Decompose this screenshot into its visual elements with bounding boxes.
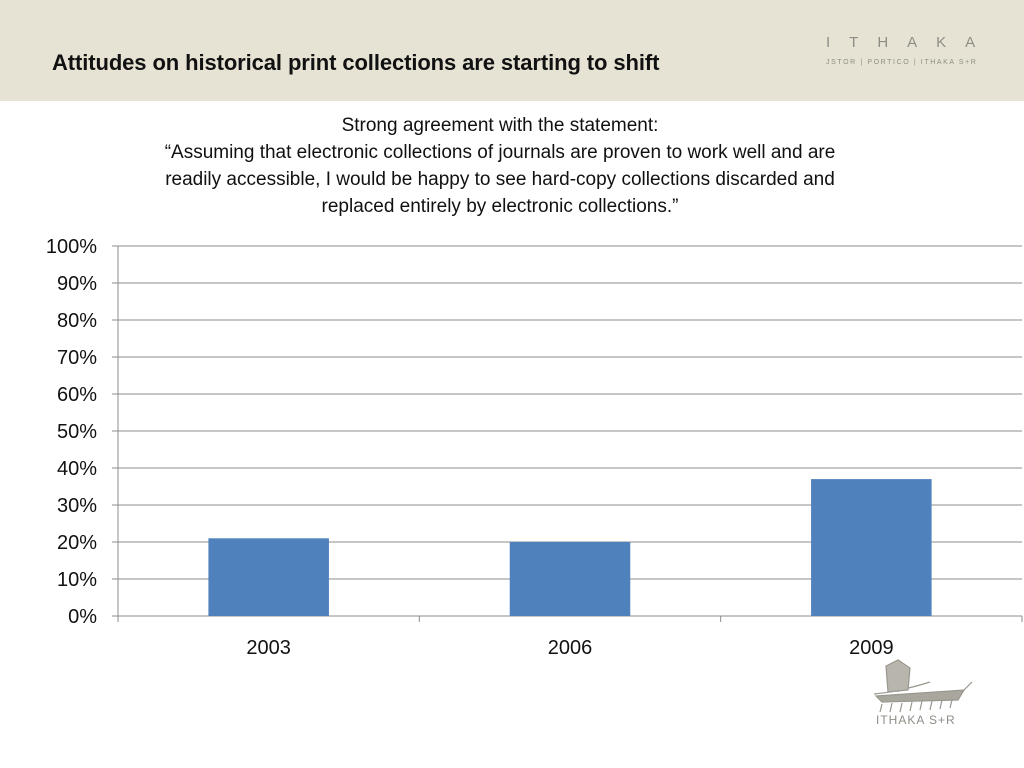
y-tick-label: 90%: [57, 273, 97, 295]
subtitle-line: “Assuming that electronic collections of…: [164, 142, 836, 163]
y-tick-label: 80%: [57, 310, 97, 332]
y-tick-label: 10%: [57, 569, 97, 591]
header-banner: Attitudes on historical print collection…: [0, 0, 1024, 101]
x-tick-label: 2009: [849, 637, 894, 659]
chart-subtitle: Strong agreement with the statement: “As…: [80, 112, 920, 220]
x-tick-label: 2003: [246, 637, 291, 659]
brand-wordmark: ITHAKA: [826, 34, 995, 51]
y-tick-label: 0%: [68, 606, 97, 628]
subtitle-line: Strong agreement with the statement:: [341, 115, 659, 136]
y-tick-label: 70%: [57, 347, 97, 369]
y-tick-label: 50%: [57, 421, 97, 443]
subtitle-line: replaced entirely by electronic collecti…: [321, 196, 679, 217]
y-tick-label: 20%: [57, 532, 97, 554]
bar-2006: [509, 542, 631, 616]
subtitle-line: readily accessible, I would be happy to …: [165, 169, 835, 190]
page-title: Attitudes on historical print collection…: [52, 50, 660, 75]
bar-2009: [811, 479, 932, 616]
brand-subline: JSTOR | PORTICO | ITHAKA S+R: [826, 59, 978, 66]
y-tick-label: 30%: [57, 495, 97, 517]
bar-2003: [208, 538, 329, 616]
y-tick-label: 100%: [46, 236, 97, 258]
footer-logo-text: ITHAKA S+R: [876, 713, 956, 727]
x-tick-label: 2006: [548, 637, 593, 659]
ship-icon: [873, 659, 973, 713]
y-tick-label: 40%: [57, 458, 97, 480]
y-tick-label: 60%: [57, 384, 97, 406]
